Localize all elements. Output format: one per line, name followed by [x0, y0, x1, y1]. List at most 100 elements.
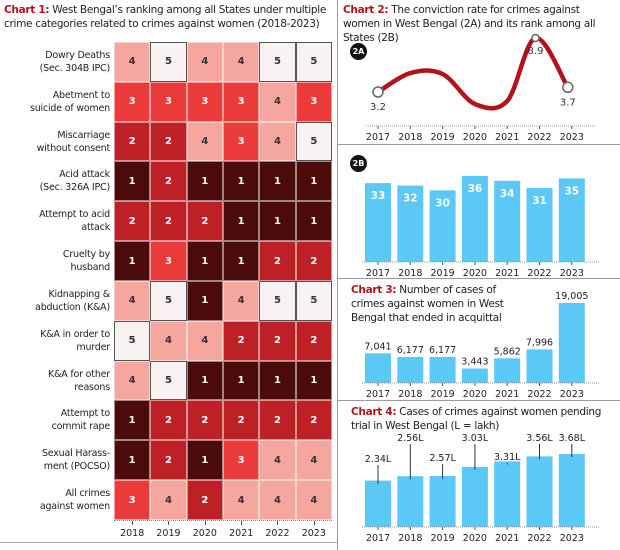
- bar-value-label: 36: [468, 183, 483, 195]
- heatmap-cell: 2: [150, 400, 187, 441]
- bar-value-label: 32: [403, 193, 418, 205]
- chart3-title-text: Number of cases of crimes against women …: [351, 284, 504, 324]
- heatmap-cell: 3: [222, 81, 260, 122]
- x-tick-label: 2022: [259, 521, 295, 543]
- chart4-bar-chart: 2.34L 2.56L 2.57L 3.03L 3.31L 3.56L 3.68L 2017 2…: [362, 433, 600, 544]
- chart1-x-axis: 2018 2019 2020 2021 2022 2023: [114, 520, 332, 543]
- heatmap-cell: 4: [295, 440, 332, 481]
- bar: [365, 353, 391, 383]
- heatmap-cell: 1: [114, 161, 151, 202]
- row-label: Kidnapping & abduction (K&A): [35, 288, 110, 313]
- bar: [365, 480, 391, 527]
- bar: [461, 176, 488, 262]
- bar-value-label: 30: [435, 197, 450, 209]
- heatmap-cell: 2: [114, 201, 151, 242]
- heatmap-cell: 1: [259, 201, 296, 242]
- heatmap-cell: 1: [186, 440, 223, 481]
- section-divider-2a-2b: [338, 144, 620, 145]
- bar: [365, 183, 391, 262]
- chart2-title-text: The conviction rate for crimes against w…: [343, 4, 596, 44]
- x-tick-label: 2022: [527, 533, 551, 544]
- data-point-marker: [531, 33, 540, 43]
- x-tick-label: 2020: [463, 132, 487, 143]
- section-divider-2-3: [338, 278, 620, 279]
- x-tick-label: 2021: [495, 533, 519, 544]
- x-tick-label: 2020: [463, 268, 487, 277]
- chart1-title: Chart 1: West Bengal’s ranking among all…: [4, 3, 334, 31]
- x-tick-label: 2017: [366, 389, 390, 400]
- bar-value-label: 3.31L: [494, 452, 521, 463]
- heatmap-cell: 4: [150, 320, 187, 361]
- x-tick-label: 2021: [495, 389, 519, 400]
- bar: [494, 358, 521, 383]
- chart1-title-text: West Bengal’s ranking among all States u…: [4, 4, 326, 30]
- heatmap-cell: 2: [259, 320, 296, 361]
- heatmap-cell: 1: [295, 161, 332, 202]
- bar-value-label: 3,443: [461, 357, 488, 368]
- x-tick-label: 2018: [398, 268, 422, 277]
- bar: [526, 349, 553, 383]
- bar-value-label: 19,005: [555, 291, 588, 302]
- heatmap-cell: 4: [259, 81, 296, 122]
- heatmap-cell: 4: [150, 480, 187, 520]
- row-label: Acid attack (Sec. 326A IPC): [39, 169, 111, 194]
- bar-value-label: 3.68L: [559, 433, 586, 444]
- heatmap-cell: 4: [295, 480, 332, 520]
- heatmap-cell: 1: [222, 161, 260, 202]
- heatmap-cell: 2: [222, 320, 260, 361]
- bar: [558, 178, 585, 262]
- chart1-title-lead: Chart 1:: [4, 4, 50, 16]
- bar-value-label: 5,862: [494, 346, 521, 357]
- row-label: Dowry Deaths (Sec. 304B IPC): [39, 49, 111, 74]
- chart2a-line-chart: 3.2 8.9 3.7 2017 2018 2019 2020 2021 2022 2023: [366, 33, 596, 143]
- bar-value-label: 35: [564, 185, 579, 197]
- x-tick-label: 2018: [114, 521, 150, 543]
- bar: [461, 466, 488, 527]
- data-label: 3.2: [370, 102, 386, 113]
- heatmap-cell: 2: [150, 161, 187, 202]
- heatmap-cell: 2: [150, 440, 187, 481]
- x-tick-label: 2019: [150, 521, 186, 543]
- x-tick-label: 2017: [366, 132, 390, 143]
- heatmap-cell: 4: [186, 320, 223, 361]
- bar-value-label: 33: [371, 190, 386, 202]
- heatmap-cell: 1: [186, 161, 223, 202]
- bar-value-label: 31: [532, 195, 547, 207]
- row-label: Miscarriage without consent: [36, 129, 111, 154]
- chart3-title: Chart 3: Number of cases of crimes again…: [351, 283, 531, 325]
- heatmap-cell: 1: [222, 241, 260, 281]
- chart4-title: Chart 4: Cases of crimes against women p…: [351, 405, 616, 433]
- bar: [397, 356, 424, 383]
- bar-value-label: 7,996: [526, 337, 553, 348]
- bar: [429, 356, 456, 383]
- bottom-divider: [0, 542, 337, 543]
- heatmap-cell: 4: [114, 280, 151, 321]
- x-tick-label: 2019: [431, 132, 455, 143]
- heatmap-cell: 2: [150, 121, 187, 162]
- x-tick-label: 2017: [366, 268, 390, 277]
- heatmap-cell: 1: [259, 161, 296, 202]
- heatmap-cell: 5: [295, 42, 332, 82]
- x-tick-label: 2020: [463, 389, 487, 400]
- bar: [526, 187, 553, 262]
- badge-2b: 2B: [350, 155, 367, 172]
- heatmap-cell: 1: [186, 360, 223, 401]
- x-tick-label: 2019: [431, 268, 455, 277]
- heatmap-cell: 4: [222, 280, 260, 321]
- x-tick-label: 2018: [398, 132, 422, 143]
- heatmap-cell: 2: [186, 201, 223, 242]
- x-tick-label: 2022: [527, 132, 551, 143]
- bar-value-label: 6,177: [429, 345, 456, 356]
- chart2-title-lead: Chart 2:: [343, 4, 389, 16]
- heatmap-cell: 2: [259, 241, 296, 281]
- chart2b-bar-chart: 33 32 30 36 34 31 35 2017 2018 2019 2020 2021 2022 20…: [362, 176, 600, 277]
- x-tick-label: 2023: [296, 521, 332, 543]
- heatmap-cell: 5: [114, 320, 151, 361]
- data-point-marker: [562, 81, 574, 94]
- heatmap-cell: 3: [222, 121, 260, 162]
- x-tick-label: 2020: [187, 521, 223, 543]
- chart4-title-text: Cases of crimes against women pending tr…: [351, 406, 602, 432]
- bar-value-label: 34: [500, 188, 515, 200]
- chart1-row-labels: Dowry Deaths (Sec. 304B IPC) Abetment to …: [0, 42, 110, 520]
- heatmap-cell: 1: [222, 360, 260, 401]
